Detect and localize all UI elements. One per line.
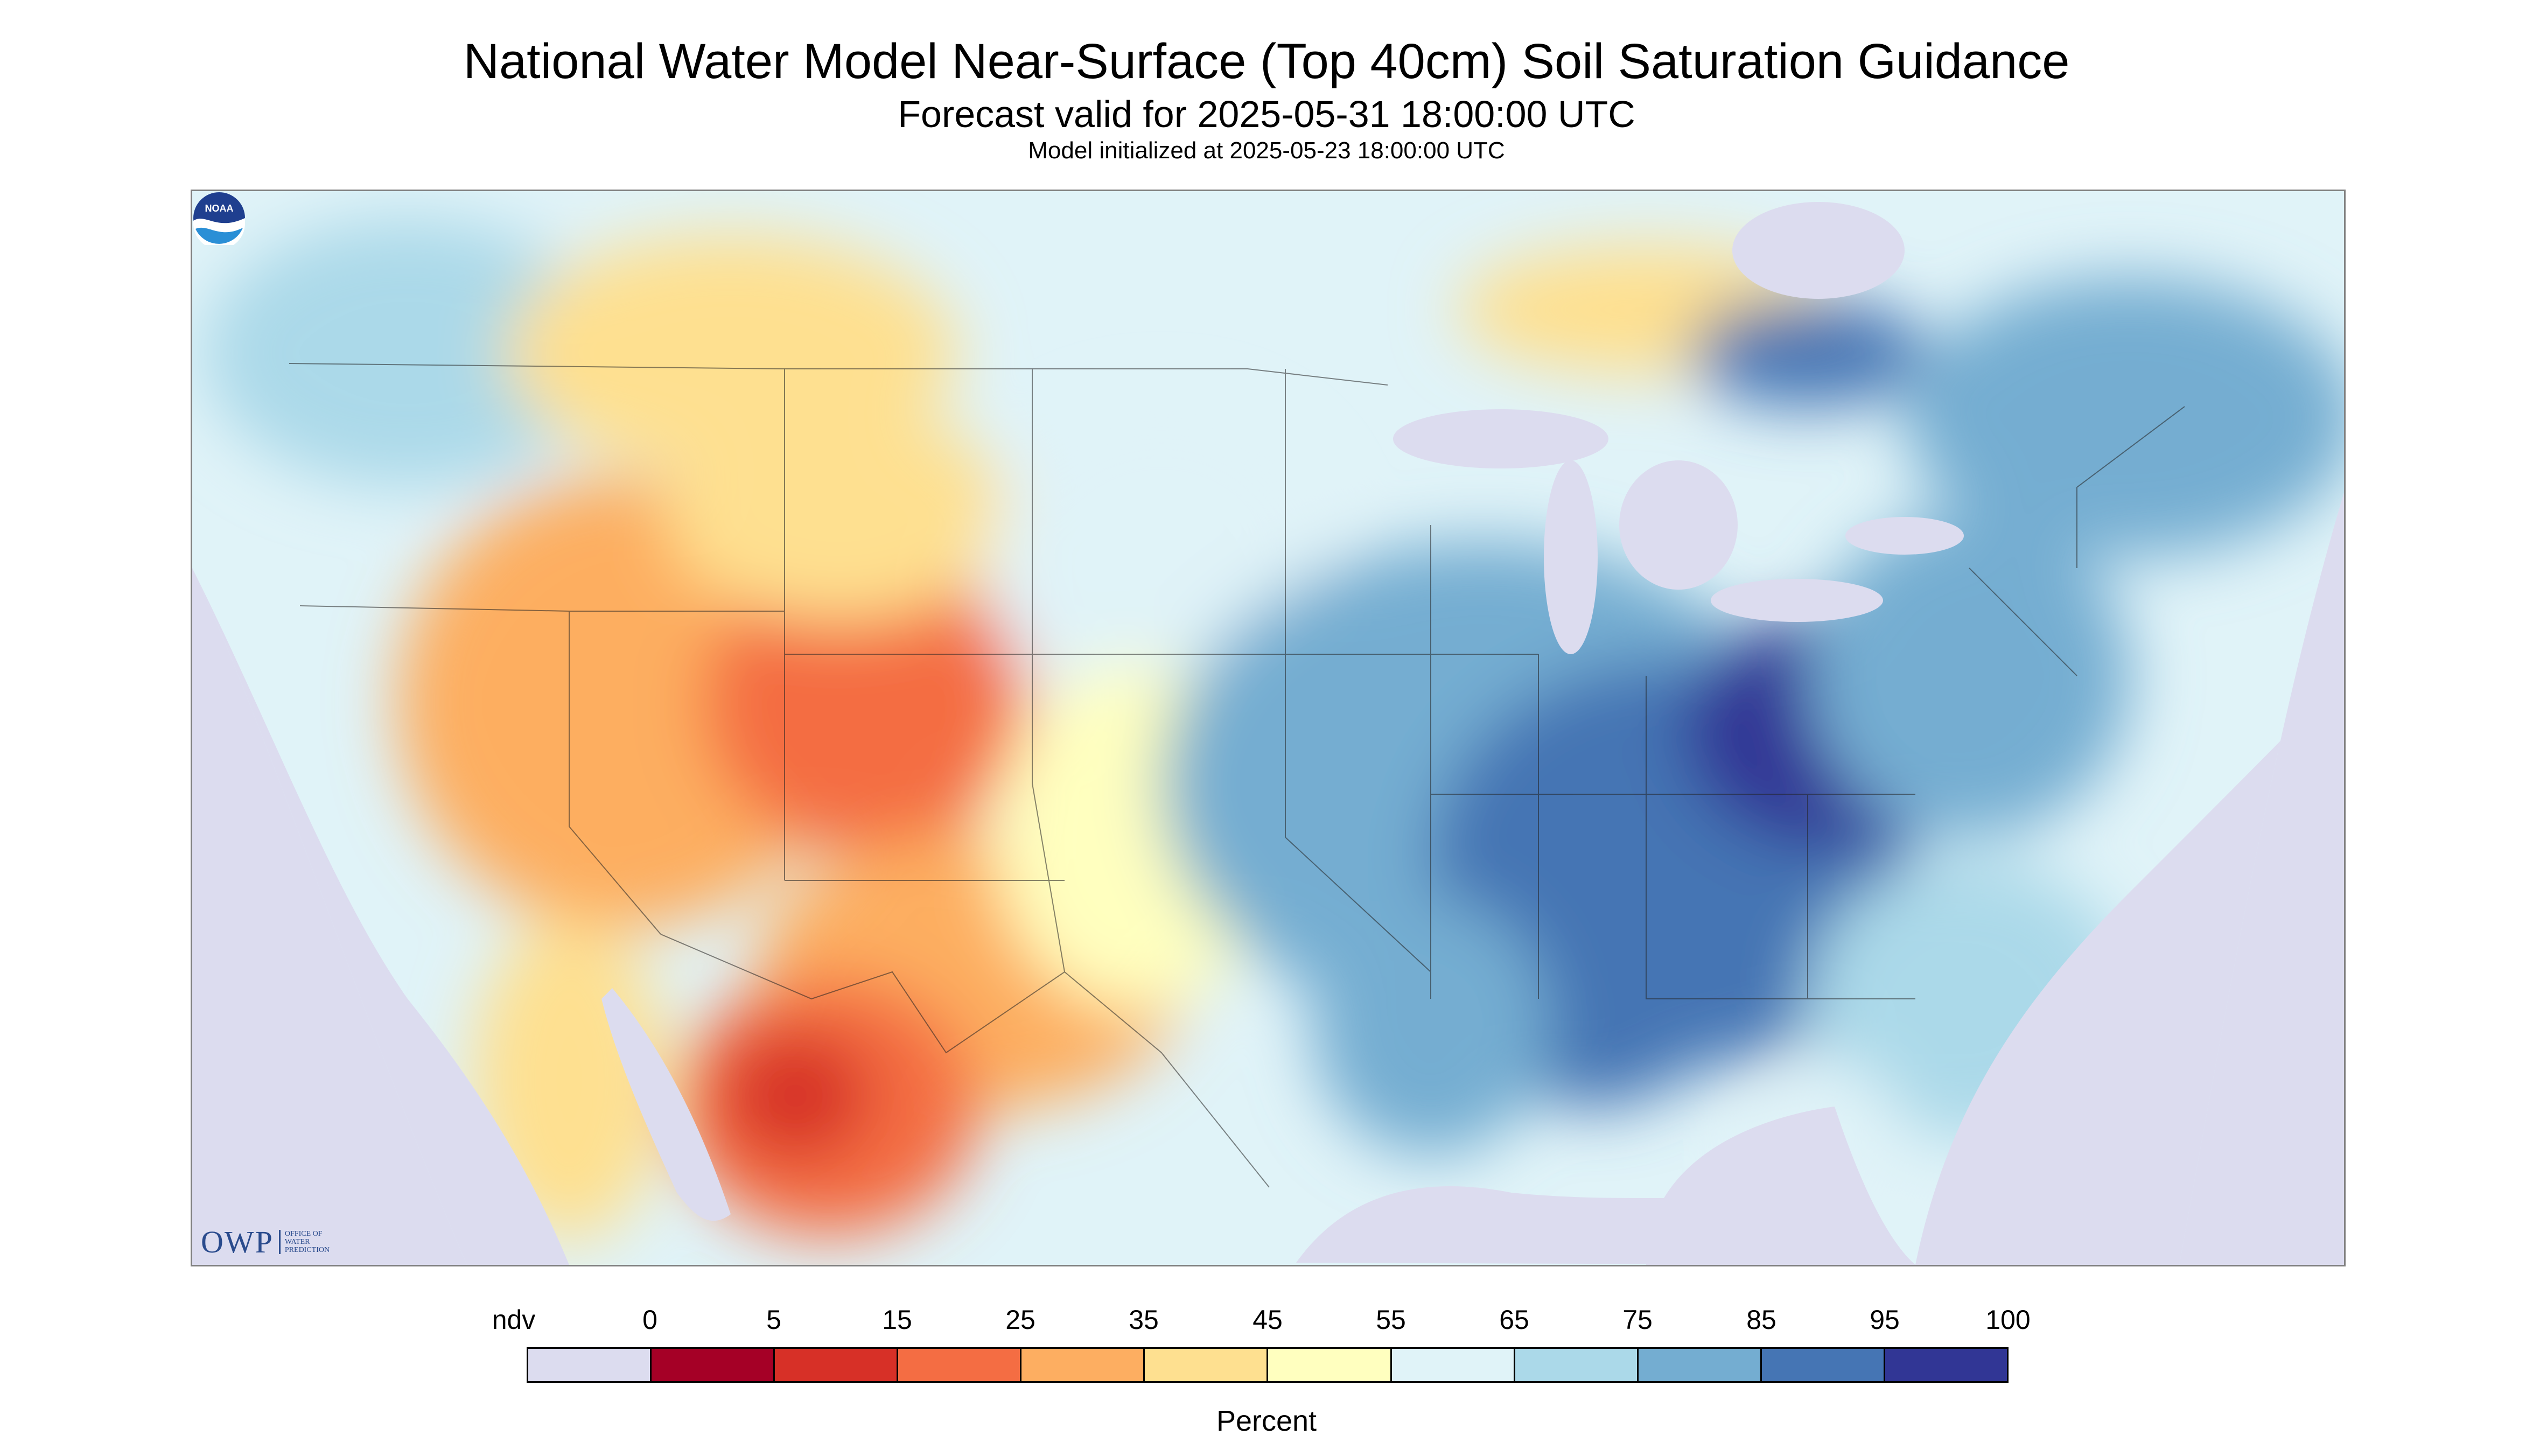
land-area [192,191,2344,1265]
legend-label-ndv: ndv [492,1305,536,1335]
legend-label: 0 [642,1305,657,1335]
noaa-logo: NOAA [193,192,245,245]
legend-swatch [898,1349,1022,1381]
legend-label: 75 [1622,1305,1653,1335]
legend-swatch-ndv [528,1349,652,1381]
map-title: National Water Model Near-Surface (Top 4… [463,34,2070,89]
legend-label: 100 [1985,1305,2031,1335]
legend-swatch [1885,1349,2007,1381]
legend-label: 95 [1870,1305,1900,1335]
legend-swatch [1145,1349,1269,1381]
legend-swatch [1761,1349,1885,1381]
owp-logo: OWP OFFICE OF WATER PREDICTION [201,1224,330,1260]
legend-label: 5 [766,1305,781,1335]
legend-swatch [1515,1349,1639,1381]
legend-label: 55 [1376,1305,1406,1335]
legend-swatch [775,1349,899,1381]
owp-logo-text: OWP [201,1224,274,1259]
legend-colorbar [527,1347,2009,1383]
legend-swatch [1268,1349,1392,1381]
owp-logo-subtext: OFFICE OF WATER PREDICTION [278,1230,330,1254]
legend-label: 15 [882,1305,912,1335]
map-canvas [192,191,2344,1265]
legend-label: 35 [1129,1305,1159,1335]
legend-label: 85 [1746,1305,1776,1335]
legend-label: 45 [1252,1305,1283,1335]
legend-swatch [652,1349,775,1381]
legend-label: 25 [1005,1305,1035,1335]
lake-erie [1711,579,1883,622]
legend-units: Percent [1216,1405,1317,1437]
james-bay [1732,202,1905,299]
svg-text:NOAA: NOAA [205,203,234,214]
lake-superior [1393,409,1608,468]
legend-swatch [1638,1349,1762,1381]
lake-michigan [1544,460,1598,654]
model-init-subtitle: Model initialized at 2025-05-23 18:00:00… [1028,137,1505,164]
soil-saturation-map: OWP OFFICE OF WATER PREDICTION NOAA [191,190,2346,1266]
legend-swatch [1391,1349,1515,1381]
forecast-valid-subtitle: Forecast valid for 2025-05-31 18:00:00 U… [898,93,1635,135]
lake-huron [1619,460,1738,590]
legend-label: 65 [1499,1305,1529,1335]
legend-swatch [1021,1349,1145,1381]
lake-ontario [1845,517,1964,555]
political-boundaries [289,363,2185,1188]
